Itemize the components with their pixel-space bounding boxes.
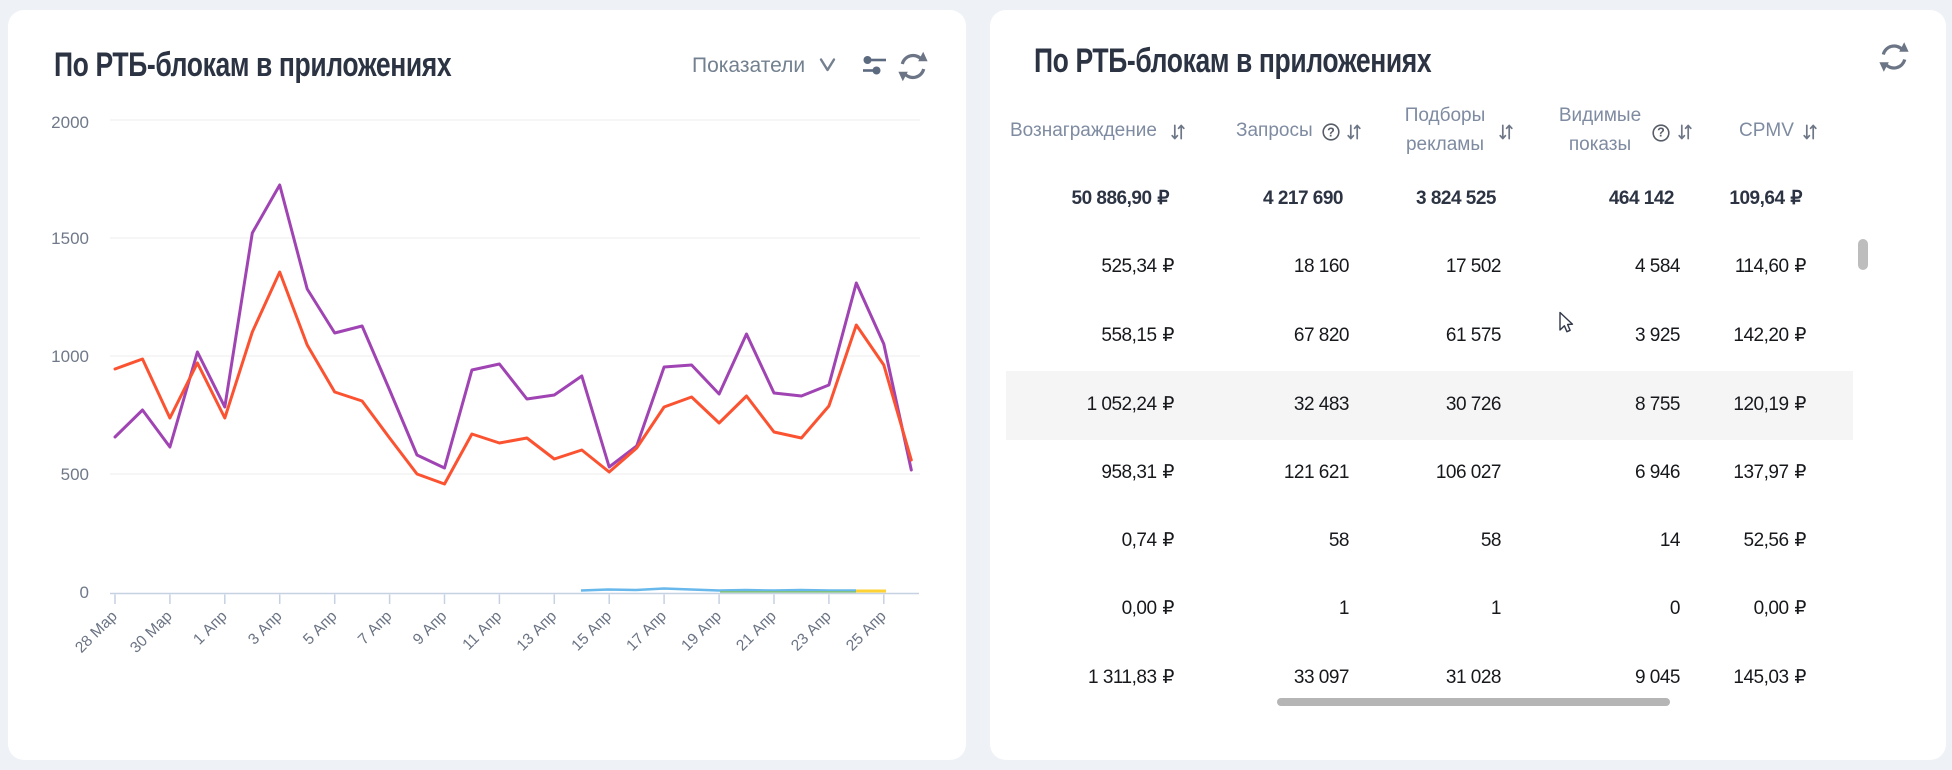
- svg-text:1000: 1000: [51, 347, 89, 366]
- svg-text:30 Мар: 30 Мар: [127, 608, 176, 657]
- svg-text:5 Апр: 5 Апр: [300, 608, 341, 649]
- svg-text:1 Апр: 1 Апр: [190, 608, 231, 649]
- svg-text:15 Апр: 15 Апр: [568, 608, 615, 655]
- svg-text:21 Апр: 21 Апр: [733, 608, 780, 655]
- svg-text:11 Апр: 11 Апр: [459, 608, 505, 654]
- svg-text:2000: 2000: [51, 113, 89, 132]
- svg-text:Показатели: Показатели: [692, 54, 805, 77]
- svg-text:500: 500: [61, 465, 89, 484]
- svg-text:13 Апр: 13 Апр: [514, 608, 561, 655]
- svg-text:7 Апр: 7 Апр: [355, 608, 396, 649]
- svg-text:9 Апр: 9 Апр: [410, 608, 451, 649]
- svg-text:25 Апр: 25 Апр: [843, 608, 890, 655]
- svg-text:0: 0: [80, 583, 89, 602]
- svg-text:3 Апр: 3 Апр: [245, 608, 286, 649]
- svg-text:23 Апр: 23 Апр: [788, 608, 835, 655]
- svg-text:28 Мар: 28 Мар: [72, 608, 121, 657]
- svg-text:17 Апр: 17 Апр: [623, 608, 670, 655]
- svg-text:?: ?: [1327, 126, 1335, 140]
- svg-text:1500: 1500: [51, 229, 89, 248]
- svg-text:19 Апр: 19 Апр: [678, 608, 725, 655]
